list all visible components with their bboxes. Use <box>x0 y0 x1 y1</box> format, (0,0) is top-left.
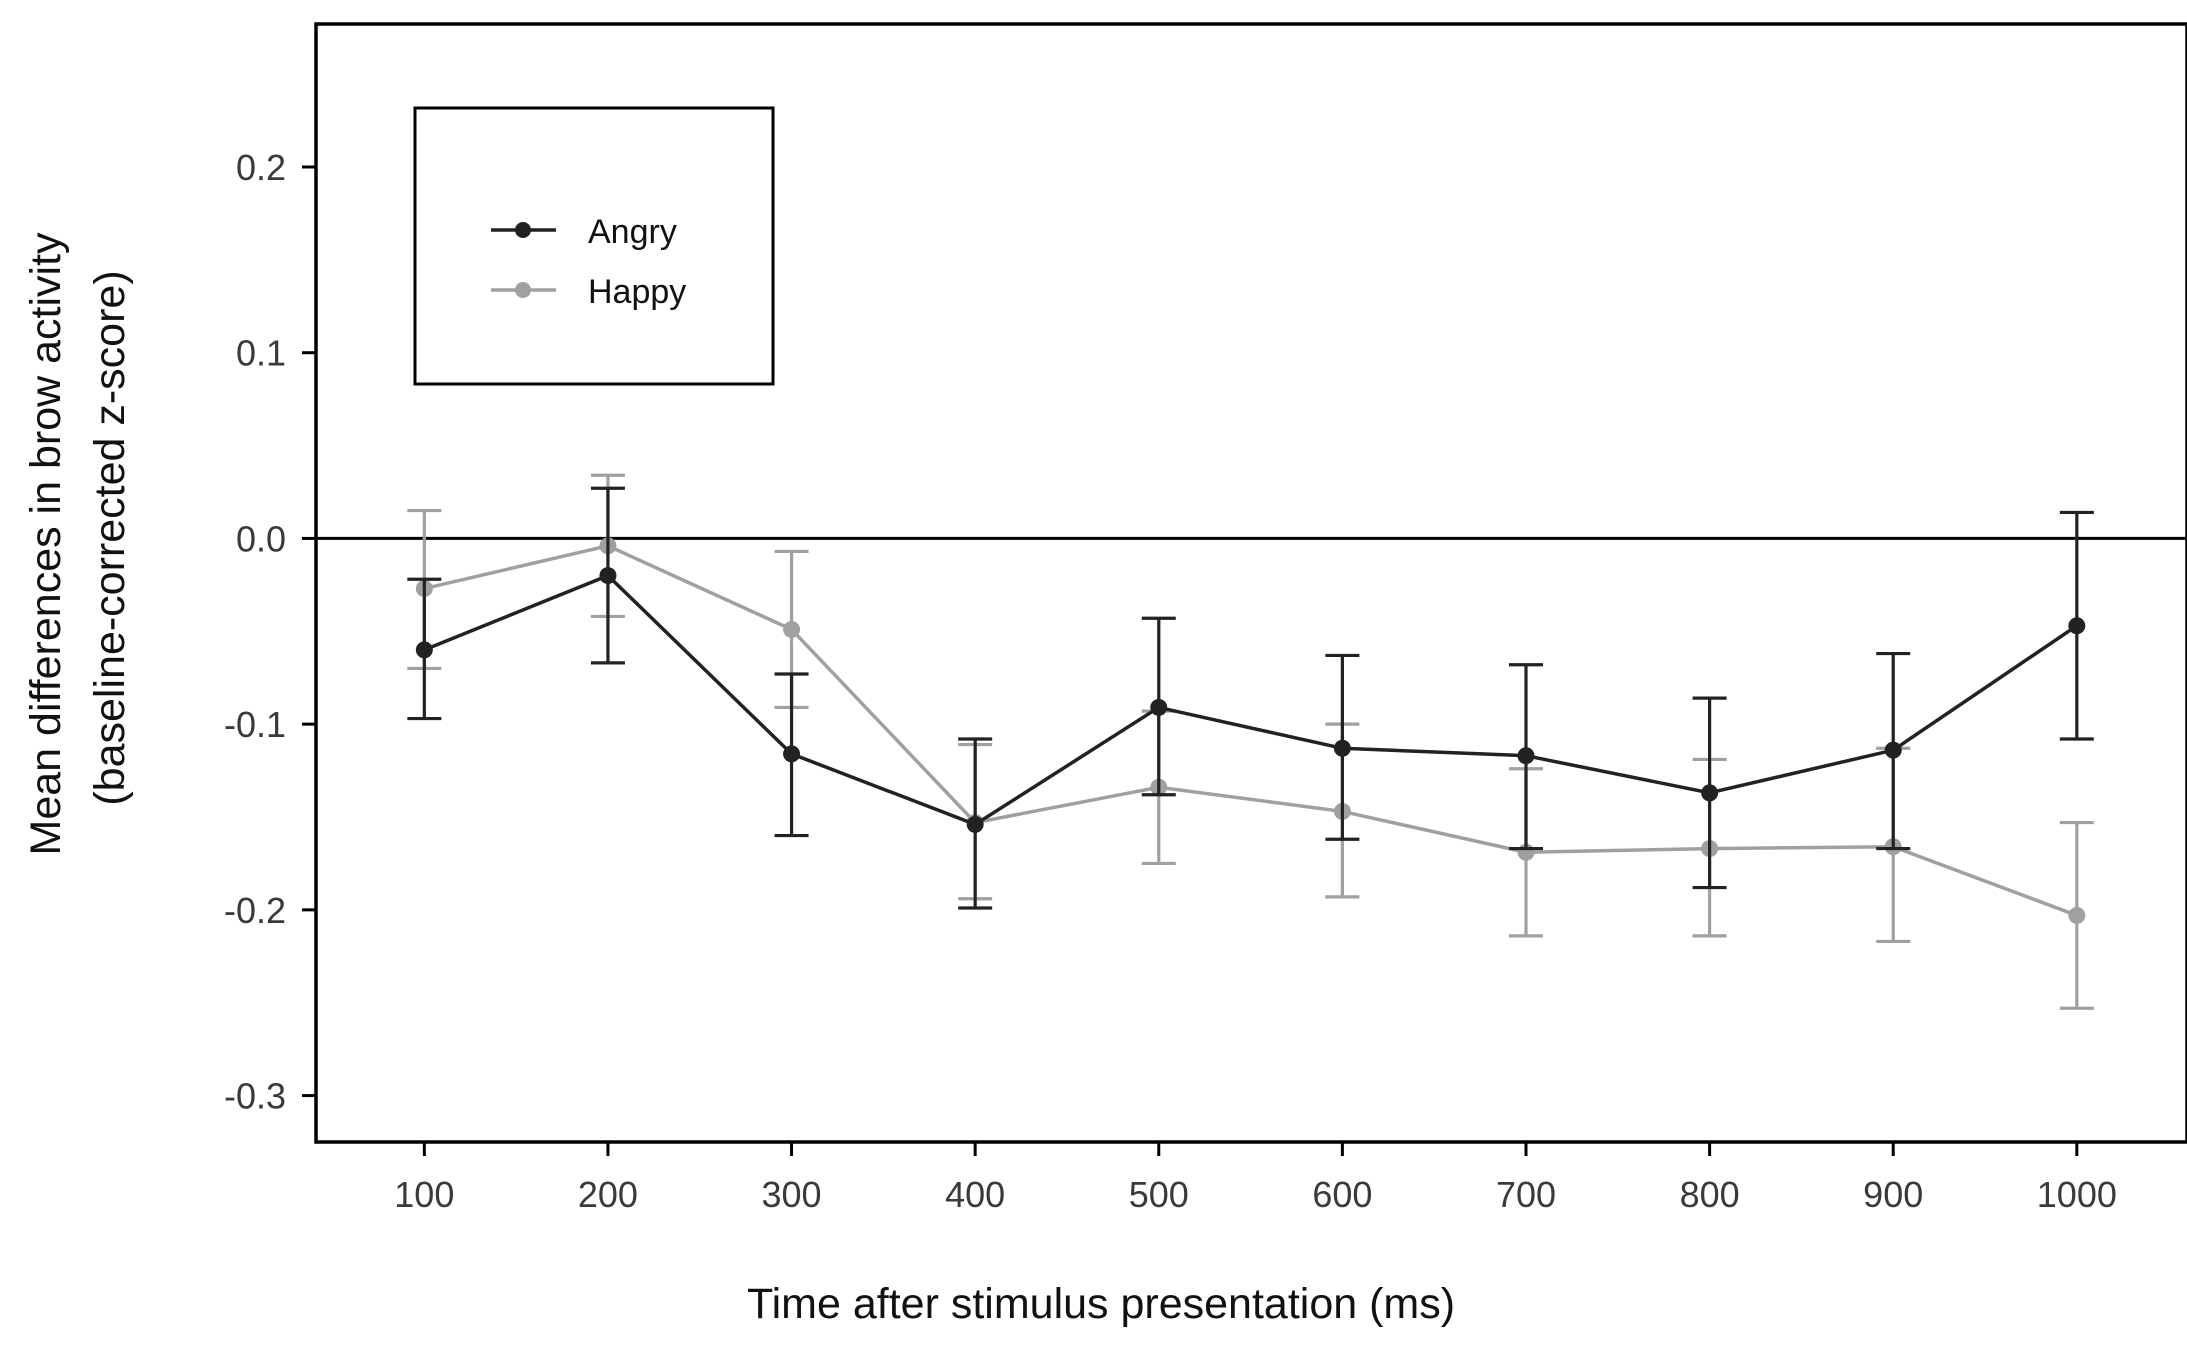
y-axis-title-line2: (baseline-corrected z-score) <box>86 270 134 805</box>
x-axis: 100 200 300 400 500 600 700 800 900 1000 <box>394 1142 2117 1215</box>
x-tick-label-300: 300 <box>762 1174 822 1215</box>
x-tick-label-1000: 1000 <box>2037 1174 2117 1215</box>
x-tick-label-900: 900 <box>1863 1174 1923 1215</box>
angry-point-600 <box>1333 739 1351 757</box>
x-tick-label-500: 500 <box>1129 1174 1189 1215</box>
angry-point-700 <box>1517 747 1535 765</box>
angry-point-300 <box>783 745 801 763</box>
y-tick-label-0.0: 0.0 <box>236 518 286 559</box>
legend-label-angry: Angry <box>588 213 677 251</box>
x-tick-label-700: 700 <box>1496 1174 1556 1215</box>
plot-frame <box>314 22 2187 1144</box>
y-axis-title: Mean differences in brow activity (basel… <box>22 221 134 856</box>
happy-point-1000 <box>2068 906 2086 924</box>
x-axis-title: Time after stimulus presentation (ms) <box>747 1280 1455 1328</box>
y-axis-title-line1: Mean differences in brow activity <box>22 232 70 855</box>
angry-series-line <box>423 573 2078 827</box>
series-angry <box>407 486 2094 910</box>
legend-marker-angry <box>515 222 531 238</box>
angry-point-400 <box>966 815 984 833</box>
series-layer <box>407 473 2094 1010</box>
y-tick-label--0.1: -0.1 <box>224 704 286 745</box>
happy-series-line <box>423 544 2078 918</box>
x-tick-label-200: 200 <box>578 1174 638 1215</box>
y-tick-label--0.3: -0.3 <box>224 1076 286 1117</box>
y-tick-label-0.2: 0.2 <box>236 147 286 188</box>
x-tick-label-800: 800 <box>1680 1174 1740 1215</box>
angry-point-100 <box>415 641 433 659</box>
angry-point-200 <box>599 567 617 585</box>
legend-label-happy: Happy <box>588 273 686 311</box>
x-tick-label-600: 600 <box>1312 1174 1372 1215</box>
x-tick-label-100: 100 <box>394 1174 454 1215</box>
legend-marker-happy <box>515 282 531 298</box>
legend: Angry Happy <box>413 106 775 386</box>
y-tick-label-0.1: 0.1 <box>236 333 286 374</box>
angry-point-900 <box>1884 741 1902 759</box>
angry-point-1000 <box>2068 617 2086 635</box>
y-axis: 0.2 0.1 0.0 -0.1 -0.2 -0.3 <box>224 147 316 1117</box>
y-tick-label--0.2: -0.2 <box>224 890 286 931</box>
angry-point-800 <box>1701 784 1719 802</box>
happy-point-300 <box>783 620 801 638</box>
legend-box <box>413 106 775 386</box>
angry-point-500 <box>1150 698 1168 716</box>
x-tick-label-400: 400 <box>945 1174 1005 1215</box>
